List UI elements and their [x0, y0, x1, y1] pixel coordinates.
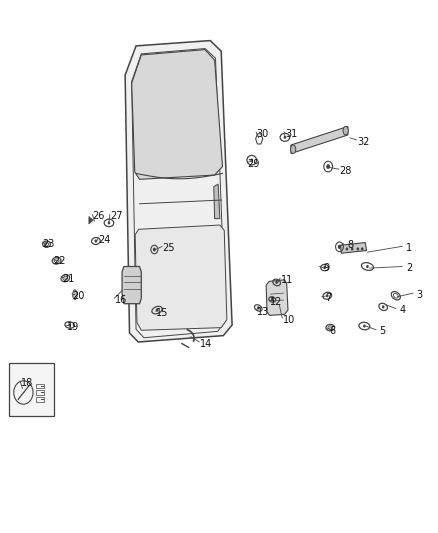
- Text: 28: 28: [339, 166, 352, 176]
- Circle shape: [346, 247, 348, 251]
- Text: 20: 20: [72, 290, 85, 301]
- Circle shape: [357, 247, 359, 251]
- Text: 16: 16: [115, 295, 127, 305]
- Text: 6: 6: [329, 326, 336, 336]
- Text: 29: 29: [248, 159, 260, 169]
- Circle shape: [257, 306, 260, 310]
- Circle shape: [68, 324, 71, 327]
- Polygon shape: [291, 126, 348, 154]
- Polygon shape: [132, 50, 223, 179]
- Text: 9: 9: [323, 263, 329, 273]
- Text: 18: 18: [21, 378, 33, 389]
- Circle shape: [326, 294, 328, 297]
- Text: 26: 26: [93, 211, 105, 221]
- Polygon shape: [89, 216, 93, 224]
- Text: 32: 32: [357, 136, 369, 147]
- Circle shape: [363, 325, 366, 328]
- Circle shape: [155, 309, 158, 312]
- Polygon shape: [266, 280, 288, 316]
- Circle shape: [251, 159, 253, 162]
- Text: 24: 24: [99, 235, 111, 245]
- Polygon shape: [340, 243, 367, 253]
- Text: 5: 5: [380, 326, 386, 336]
- Circle shape: [95, 239, 97, 243]
- Text: 30: 30: [257, 128, 269, 139]
- Text: 10: 10: [283, 314, 295, 325]
- Circle shape: [361, 247, 364, 251]
- Circle shape: [338, 245, 341, 249]
- Text: 7: 7: [325, 293, 331, 303]
- Circle shape: [271, 298, 274, 301]
- Text: 15: 15: [156, 308, 169, 318]
- Text: 12: 12: [269, 297, 282, 307]
- Text: 1: 1: [406, 243, 412, 253]
- Circle shape: [326, 164, 330, 169]
- Text: 21: 21: [62, 274, 74, 284]
- Circle shape: [323, 266, 326, 269]
- Polygon shape: [135, 225, 227, 330]
- Polygon shape: [214, 184, 220, 219]
- Text: 8: 8: [347, 240, 353, 250]
- Text: 4: 4: [399, 305, 406, 315]
- Ellipse shape: [290, 145, 296, 154]
- Polygon shape: [125, 41, 232, 342]
- Circle shape: [108, 221, 110, 224]
- Text: 13: 13: [257, 306, 269, 317]
- Circle shape: [366, 265, 369, 268]
- FancyBboxPatch shape: [9, 364, 54, 416]
- Text: 11: 11: [281, 275, 293, 285]
- Text: 31: 31: [285, 128, 297, 139]
- Circle shape: [284, 136, 286, 139]
- Circle shape: [276, 281, 278, 284]
- Circle shape: [351, 247, 353, 251]
- Text: 3: 3: [417, 289, 423, 300]
- Text: 14: 14: [200, 338, 212, 349]
- Text: 27: 27: [110, 211, 123, 221]
- Ellipse shape: [73, 290, 77, 300]
- Text: 22: 22: [53, 256, 66, 266]
- Polygon shape: [122, 266, 141, 304]
- Text: 2: 2: [406, 263, 412, 273]
- Ellipse shape: [343, 126, 348, 135]
- Text: 23: 23: [42, 239, 55, 248]
- Circle shape: [153, 247, 156, 252]
- Text: 19: 19: [67, 321, 79, 332]
- Circle shape: [382, 305, 385, 309]
- Text: 25: 25: [162, 243, 175, 253]
